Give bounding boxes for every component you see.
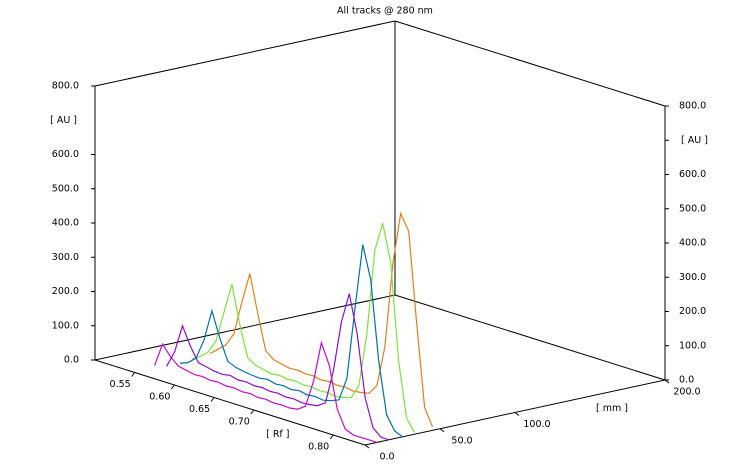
y2-tick-label: 800.0 — [679, 101, 706, 112]
y2-tick-label: 400.0 — [679, 238, 706, 249]
y2-tick-label: 500.0 — [679, 203, 706, 214]
y2-tick-label: 300.0 — [679, 272, 706, 283]
y-tick-label: 500.0 — [52, 183, 79, 194]
x-tick-label: 0.80 — [308, 442, 329, 453]
y-tick-label: 800.0 — [52, 81, 79, 92]
x-axis-label: [ Rf ] — [266, 429, 289, 440]
x-tick — [329, 434, 334, 440]
y-tick-label: 600.0 — [52, 149, 79, 160]
box-edge — [394, 294, 666, 381]
x-tick — [131, 372, 136, 377]
z-tick-label: 200.0 — [673, 387, 700, 398]
z-tick — [364, 444, 370, 449]
z-tick — [439, 428, 445, 433]
y2-tick-label: 0.0 — [679, 375, 694, 386]
z-tick-label: 50.0 — [451, 435, 472, 446]
y-axis-label: [ AU ] — [50, 115, 77, 126]
y2-tick-label: 600.0 — [679, 169, 706, 180]
track-line — [166, 293, 390, 441]
z-axis-label: [ mm ] — [596, 403, 628, 414]
y-tick-label: 200.0 — [52, 286, 79, 297]
x-tick — [210, 397, 215, 402]
track-line — [191, 223, 416, 433]
y2-tick-label: 100.0 — [679, 340, 706, 351]
y2-axis-label: [ AU ] — [681, 135, 708, 146]
z-tick — [664, 379, 670, 384]
x-tick — [250, 409, 255, 415]
track-line — [180, 244, 403, 438]
x-tick-label: 0.60 — [149, 392, 170, 403]
z-tick-label: 100.0 — [523, 419, 550, 430]
box-edge — [94, 20, 396, 87]
x-tick-label: 0.70 — [229, 417, 250, 428]
y-tick-label: 300.0 — [52, 252, 79, 263]
z-tick-label: 0.0 — [379, 452, 394, 463]
chart-title: All tracks @ 280 nm — [337, 6, 433, 17]
y2-tick-label: 200.0 — [679, 306, 706, 317]
y-tick-label: 400.0 — [52, 218, 79, 229]
x-tick-label: 0.55 — [110, 379, 131, 390]
y-tick-label: 100.0 — [52, 320, 79, 331]
z-tick — [514, 412, 520, 416]
x-tick-label: 0.65 — [189, 404, 210, 415]
box-edge — [94, 294, 396, 361]
track-line — [209, 211, 434, 428]
x-tick — [171, 384, 175, 390]
box-edge — [394, 20, 666, 107]
track-line — [154, 340, 378, 443]
box-edge — [94, 359, 366, 446]
y-tick-label: 0.0 — [64, 355, 79, 366]
